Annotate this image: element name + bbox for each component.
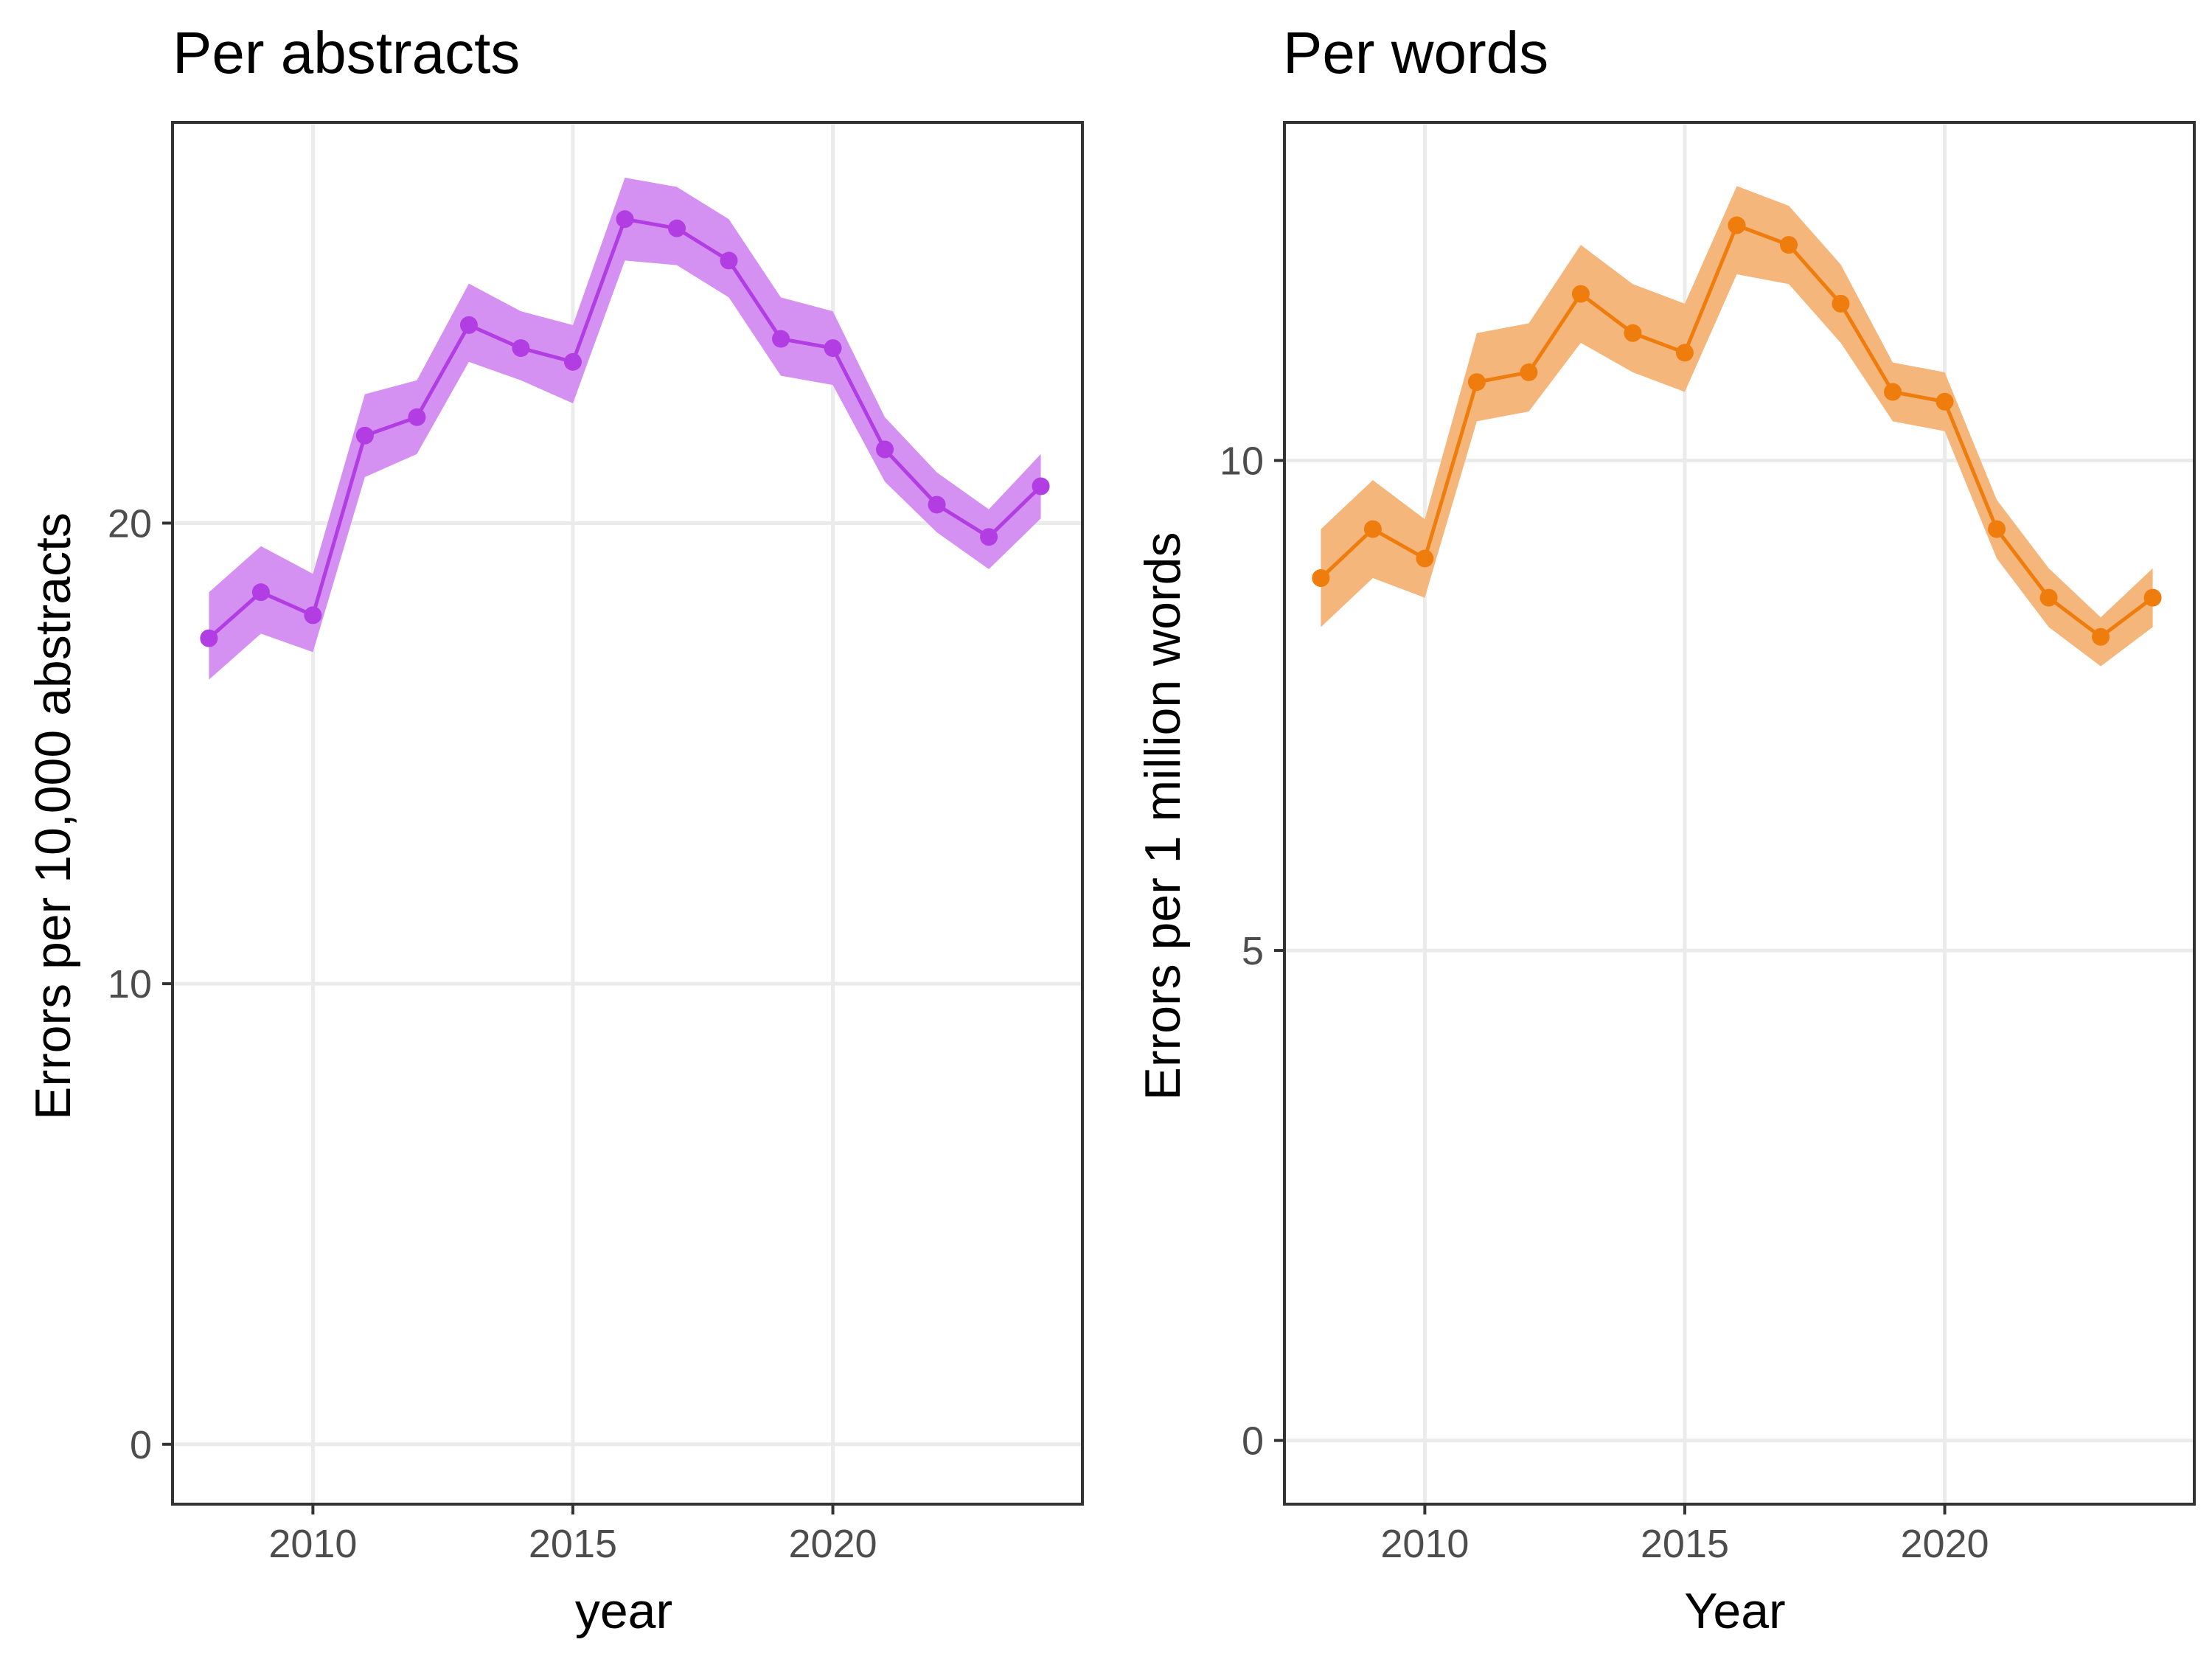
- data-point: [1032, 477, 1050, 495]
- y-axis-title: Errors per 1 million words: [1135, 532, 1191, 1101]
- panel-per-abstracts: Per abstracts year Errors per 10,000 abs…: [25, 20, 1084, 1639]
- data-point: [1884, 383, 1902, 401]
- y-tick-label: 0: [130, 1423, 152, 1467]
- y-tick-label: 0: [1242, 1419, 1264, 1464]
- plot-background: [173, 122, 1082, 1504]
- x-tick-label: 2010: [1380, 1522, 1469, 1566]
- data-point: [2143, 588, 2162, 607]
- y-axis-title: Errors per 10,000 abstracts: [25, 512, 81, 1120]
- data-point: [1728, 216, 1746, 234]
- y-tick-label: 5: [1242, 929, 1264, 973]
- panel-per-words: Per words Year Errors per 1 million word…: [1135, 20, 2196, 1639]
- data-point: [1624, 324, 1642, 342]
- data-point: [355, 426, 374, 445]
- data-point: [667, 219, 686, 237]
- data-point: [200, 629, 218, 647]
- data-point: [1675, 344, 1694, 362]
- data-point: [1935, 392, 1954, 411]
- data-point: [2092, 627, 2110, 646]
- data-point: [1832, 294, 1850, 313]
- data-point: [512, 339, 530, 358]
- data-point: [824, 339, 842, 358]
- plot-background: [1284, 122, 2194, 1504]
- x-axis-title: Year: [1684, 1583, 1785, 1639]
- y-tick-label: 10: [1220, 439, 1264, 484]
- data-point: [1312, 569, 1330, 588]
- data-point: [616, 210, 634, 229]
- x-tick-label: 2010: [268, 1522, 357, 1566]
- data-point: [928, 495, 946, 514]
- chart-title: Per words: [1283, 20, 1548, 86]
- data-point: [408, 408, 426, 426]
- panel-border: [1283, 121, 2196, 1506]
- data-point: [980, 528, 998, 546]
- data-point: [1520, 363, 1538, 381]
- data-point: [1988, 520, 2006, 538]
- data-point: [2039, 588, 2058, 607]
- data-point: [1363, 520, 1382, 538]
- x-tick-label: 2015: [1641, 1522, 1729, 1566]
- data-point: [563, 352, 582, 371]
- x-axis-title: year: [575, 1583, 672, 1639]
- data-point: [772, 330, 790, 348]
- data-point: [251, 583, 270, 602]
- y-tick-label: 10: [108, 962, 152, 1006]
- chart-title: Per abstracts: [173, 20, 520, 86]
- x-tick-label: 2015: [529, 1522, 617, 1566]
- confidence-band: [1321, 186, 2153, 667]
- y-tick-label: 20: [108, 501, 152, 546]
- panel-border: [171, 121, 1084, 1506]
- data-point: [459, 316, 478, 334]
- x-tick-label: 2020: [1900, 1522, 1989, 1566]
- data-point: [1467, 373, 1486, 392]
- x-tick-label: 2020: [788, 1522, 877, 1566]
- data-point: [1779, 236, 1798, 254]
- data-point: [1571, 285, 1590, 303]
- data-point: [720, 251, 738, 270]
- data-point: [876, 440, 894, 459]
- data-point: [1416, 549, 1434, 568]
- data-point: [304, 606, 322, 625]
